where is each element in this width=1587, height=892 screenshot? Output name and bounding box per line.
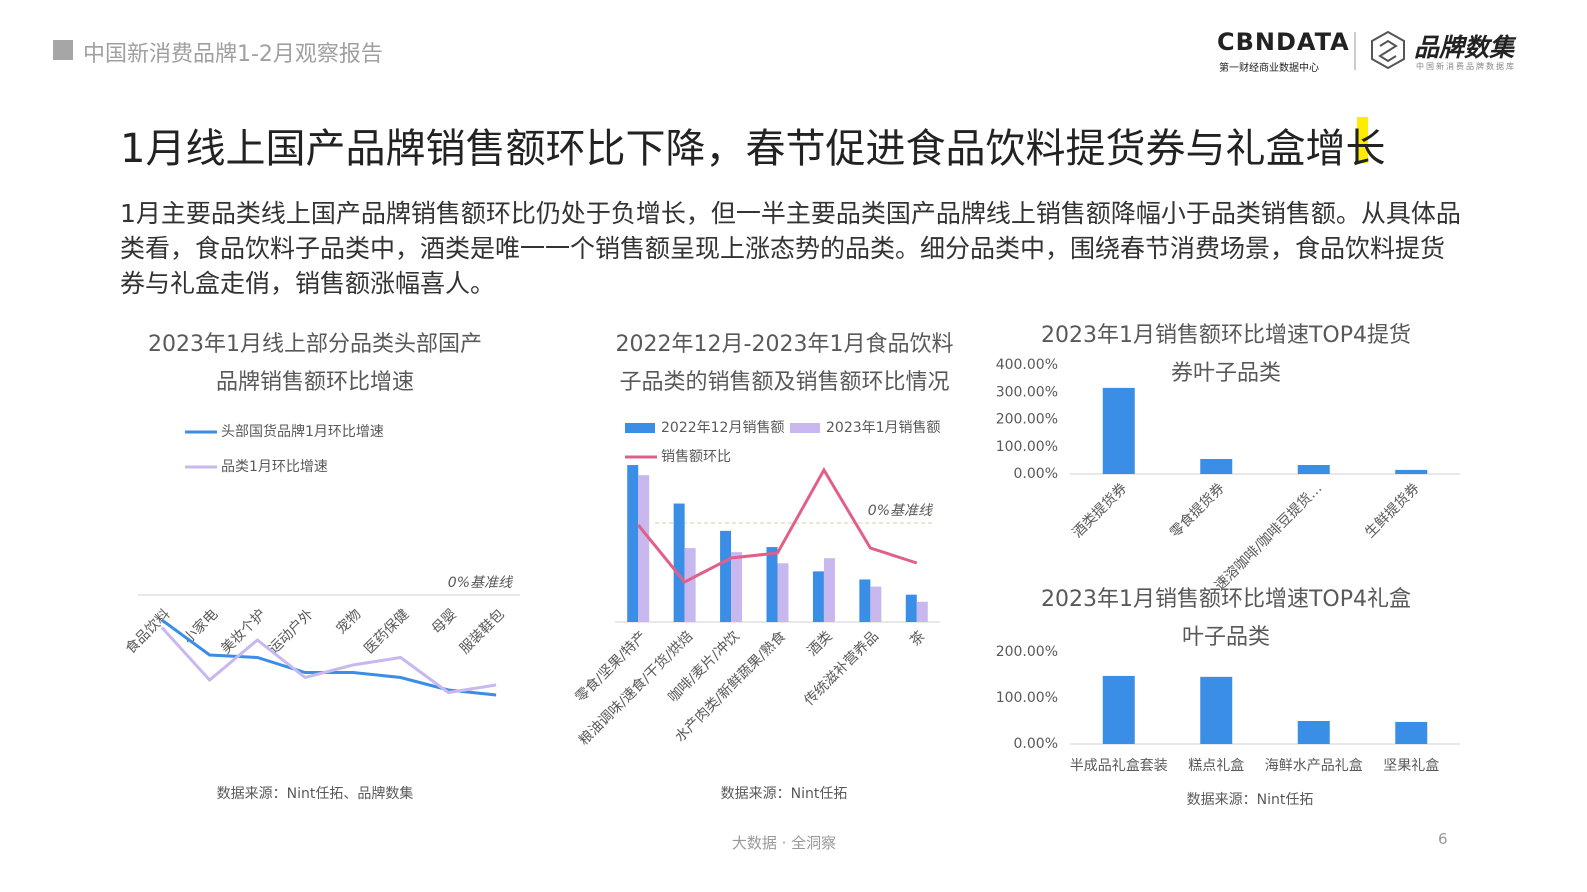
x-tick-label: 母婴 xyxy=(429,606,460,637)
headline: 1月线上国产品牌销售额环比下降，春节促进食品饮料提货券与礼盒增长 xyxy=(120,126,1386,172)
brand: 品牌数集 xyxy=(1414,33,1515,62)
x-tick-label: 运动户外 xyxy=(265,606,317,658)
chart-title: 2022年12月-2023年1月食品饮料子品类的销售额及销售额环比情况 xyxy=(615,332,954,395)
bar xyxy=(1395,469,1428,474)
y-tick-label: 200.00% xyxy=(996,412,1058,428)
logo-sub: 第一财经商业数据中心 xyxy=(1219,63,1319,74)
legend-label: 2023年1月销售额 xyxy=(826,420,941,436)
source: 数据来源：Nint任拓、品牌数集 xyxy=(216,786,414,802)
header-square xyxy=(53,40,73,60)
x-tick-label: 医药保健 xyxy=(361,606,412,657)
annotation: 0%基准线 xyxy=(868,503,934,519)
bar xyxy=(1297,721,1330,744)
x-tick-label: 宠物 xyxy=(333,606,364,637)
chart-title: 2023年1月线上部分品类头部国产品牌销售额环比增速 xyxy=(148,332,482,395)
legend-label: 2022年12月销售额 xyxy=(661,420,784,436)
x-tick-label: 海鲜水产品礼盒 xyxy=(1265,757,1363,774)
bar xyxy=(1297,465,1330,474)
legend-swatch xyxy=(625,423,655,433)
header-title: 中国新消费品牌1-2月观察报告 xyxy=(83,42,383,67)
bar xyxy=(905,594,917,622)
source: 数据来源：Nint任拓 xyxy=(1186,792,1314,808)
x-tick-label: 茶 xyxy=(907,628,928,649)
brand-sub: 中国新消费品牌数据库 xyxy=(1416,62,1516,71)
bar xyxy=(823,558,835,622)
bar xyxy=(1200,459,1233,474)
y-tick-label: 100.00% xyxy=(996,439,1058,455)
y-tick-label: 400.00% xyxy=(996,357,1058,373)
bar xyxy=(673,503,685,622)
line-series xyxy=(637,466,918,584)
bar xyxy=(1102,387,1135,474)
bar xyxy=(720,530,732,622)
bar xyxy=(1102,675,1135,744)
logo: CBNDATA xyxy=(1217,28,1350,56)
bar xyxy=(812,571,824,622)
legend-label: 销售额环比 xyxy=(661,449,731,465)
x-tick-label: 小家电 xyxy=(180,606,222,648)
body-text: 1月主要品类线上国产品牌销售额环比仍处于负增长，但一半主要品类国产品牌线上销售额… xyxy=(120,199,1461,298)
y-tick-label: 100.00% xyxy=(996,690,1058,706)
x-tick-label: 半成品礼盒套装 xyxy=(1070,757,1168,774)
source: 数据来源：Nint任拓 xyxy=(720,786,848,802)
bar xyxy=(627,465,639,622)
bar xyxy=(859,579,871,622)
legend-swatch xyxy=(790,423,820,433)
footer-slogan: 大数据 · 全洞察 xyxy=(731,834,837,852)
y-tick-label: 0.00% xyxy=(1014,736,1058,752)
annotation: 0%基准线 xyxy=(448,575,514,591)
bar xyxy=(766,547,778,622)
legend-label: 头部国货品牌1月环比增速 xyxy=(221,423,384,440)
x-tick-label: 服装鞋包 xyxy=(457,606,508,657)
highlight-mark xyxy=(1357,117,1368,163)
bar xyxy=(1395,721,1428,744)
bar xyxy=(731,552,743,622)
bar xyxy=(684,548,696,622)
y-tick-label: 0.00% xyxy=(1014,466,1058,482)
x-tick-label: 生鲜提货券 xyxy=(1361,480,1423,542)
x-tick-label: 零食提货券 xyxy=(1166,480,1228,542)
y-tick-label: 200.00% xyxy=(996,644,1058,660)
bar xyxy=(638,475,650,622)
bar xyxy=(1200,676,1233,744)
bar xyxy=(777,563,789,622)
brand-icon xyxy=(1371,30,1405,70)
x-tick-label: 速溶咖啡/咖啡豆提货… xyxy=(1211,480,1325,594)
x-tick-label: 糕点礼盒 xyxy=(1188,757,1244,774)
page-number: 6 xyxy=(1438,830,1448,848)
chart-title: 2023年1月销售额环比增速TOP4礼盒叶子品类 xyxy=(1040,587,1411,650)
legend-label: 品类1月环比增速 xyxy=(221,459,328,475)
y-tick-label: 300.00% xyxy=(996,384,1058,400)
bar xyxy=(870,586,882,622)
x-tick-label: 酒类 xyxy=(804,628,835,659)
line-series xyxy=(160,626,497,695)
x-tick-label: 酒类提货券 xyxy=(1069,480,1131,542)
x-tick-label: 坚果礼盒 xyxy=(1383,757,1439,774)
chart-title: 2023年1月销售额环比增速TOP4提货券叶子品类 xyxy=(1040,323,1411,386)
bar xyxy=(916,601,928,622)
